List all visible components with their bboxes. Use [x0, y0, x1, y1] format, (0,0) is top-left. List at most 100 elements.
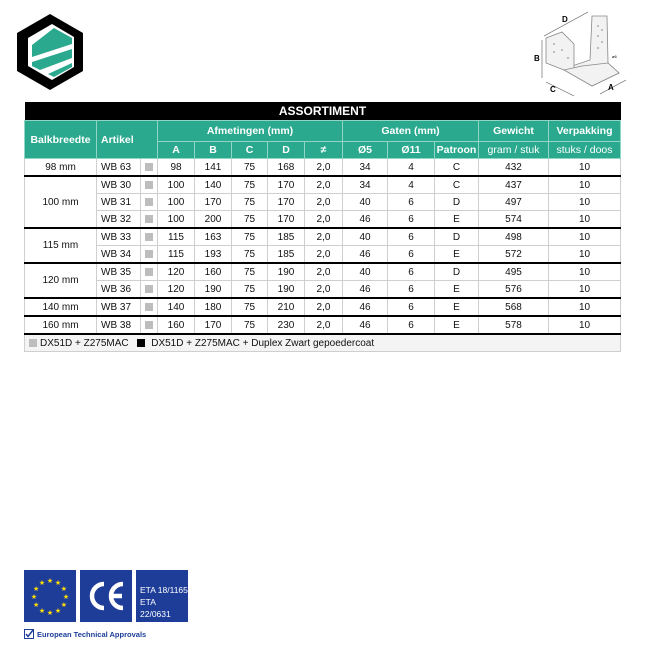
finish-swatch-cell	[140, 193, 158, 211]
b-cell: 170	[194, 193, 232, 211]
checkbox-check-icon	[24, 629, 34, 639]
o11-cell: 4	[387, 175, 435, 194]
a-cell: 100	[157, 193, 195, 211]
a-cell: 115	[157, 245, 195, 264]
verpakking-cell: 10	[548, 245, 621, 264]
finish-swatch-cell	[140, 175, 158, 194]
header-patroon: Patroon	[434, 141, 479, 159]
finish-swatch-cell	[140, 315, 158, 335]
a-cell: 140	[157, 297, 195, 317]
patroon-cell: E	[434, 280, 479, 299]
d-cell: 210	[267, 297, 305, 317]
thickness-cell: 2,0	[304, 175, 343, 194]
c-cell: 75	[231, 210, 268, 229]
eu-star-icon: ★	[39, 579, 45, 587]
gewicht-cell: 497	[478, 193, 549, 211]
table-row: 120 mm WB 35 120 160 75 190 2,0 40 6 D 495 10	[24, 262, 621, 299]
diagram-label-c: C	[550, 85, 556, 94]
eta-badge: ETA 18/1165 ETA 22/0631	[136, 570, 188, 622]
c-cell: 75	[231, 245, 268, 264]
b-cell: 170	[194, 315, 232, 335]
verpakking-cell: 10	[548, 227, 621, 246]
d-cell: 168	[267, 158, 305, 177]
gewicht-cell: 576	[478, 280, 549, 299]
b-cell: 193	[194, 245, 232, 264]
thickness-cell: 2,0	[304, 193, 343, 211]
o5-cell: 46	[342, 297, 388, 317]
balkbreedte-cell: 100 mm	[24, 175, 97, 229]
grey-swatch-icon	[145, 302, 153, 311]
d-cell: 170	[267, 193, 305, 211]
artikel-cell: WB 35	[96, 262, 141, 281]
finish-swatch-cell	[140, 158, 158, 177]
a-cell: 98	[157, 158, 195, 177]
o11-cell: 6	[387, 245, 435, 264]
b-cell: 160	[194, 262, 232, 281]
c-cell: 75	[231, 175, 268, 194]
diagram-label-thickness: ø6	[612, 54, 617, 59]
a-cell: 160	[157, 315, 195, 335]
grey-swatch-icon	[29, 338, 37, 347]
balkbreedte-cell: 98 mm	[24, 158, 97, 177]
o5-cell: 46	[342, 315, 388, 335]
a-cell: 120	[157, 262, 195, 281]
header-gewicht: Gewicht	[478, 120, 549, 142]
table-body: 98 mm WB 63 98 141 75 168 2,0 34 4 C 432 10 100 mm WB…	[24, 158, 621, 335]
grey-swatch-icon	[145, 249, 153, 258]
o11-cell: 6	[387, 227, 435, 246]
artikel-cell: WB 36	[96, 280, 141, 299]
table-row: 100 mm WB 30 100 140 75 170 2,0 34 4 C 437 10	[24, 175, 621, 229]
d-cell: 185	[267, 227, 305, 246]
b-cell: 190	[194, 280, 232, 299]
artikel-cell: WB 37	[96, 297, 141, 317]
grey-swatch-icon	[145, 197, 153, 206]
finish-swatch-cell	[140, 245, 158, 264]
gewicht-cell: 568	[478, 297, 549, 317]
verpakking-cell: 10	[548, 297, 621, 317]
material-legend: DX51D + Z275MAC DX51D + Z275MAC + Duplex…	[24, 333, 621, 352]
ce-mark-icon	[80, 570, 132, 622]
a-cell: 120	[157, 280, 195, 299]
grey-swatch-icon	[145, 232, 153, 241]
legend-black: DX51D + Z275MAC + Duplex Zwart gepoederc…	[151, 337, 375, 349]
thickness-cell: 2,0	[304, 227, 343, 246]
b-cell: 180	[194, 297, 232, 317]
c-cell: 75	[231, 315, 268, 335]
diagram-label-d: D	[562, 15, 568, 24]
eu-star-icon: ★	[55, 579, 61, 587]
table-row: 98 mm WB 63 98 141 75 168 2,0 34 4 C 432 10	[24, 158, 621, 177]
d-cell: 185	[267, 245, 305, 264]
finish-swatch-cell	[140, 280, 158, 299]
black-swatch-icon	[137, 338, 146, 347]
eu-star-icon: ★	[63, 593, 69, 601]
gewicht-cell: 572	[478, 245, 549, 264]
balkbreedte-cell: 140 mm	[24, 297, 97, 317]
approvals-label: European Technical Approvals	[24, 629, 146, 639]
b-cell: 200	[194, 210, 232, 229]
patroon-cell: D	[434, 193, 479, 211]
patroon-cell: D	[434, 227, 479, 246]
assortment-table: ASSORTIMENT Balkbreedte Artikel Afmeting…	[24, 102, 621, 352]
o5-cell: 46	[342, 280, 388, 299]
eta-1: ETA 18/1165	[140, 585, 188, 595]
verpakking-cell: 10	[548, 158, 621, 177]
diagram-label-b: B	[534, 54, 540, 63]
b-cell: 140	[194, 175, 232, 194]
artikel-cell: WB 31	[96, 193, 141, 211]
o5-cell: 34	[342, 158, 388, 177]
thickness-cell: 2,0	[304, 315, 343, 335]
o5-cell: 34	[342, 175, 388, 194]
eu-star-icon: ★	[47, 609, 53, 617]
grey-swatch-icon	[145, 214, 153, 223]
o5-cell: 40	[342, 227, 388, 246]
header-b: B	[194, 141, 232, 159]
verpakking-cell: 10	[548, 193, 621, 211]
header-artikel: Artikel	[96, 120, 158, 159]
finish-swatch-cell	[140, 227, 158, 246]
o11-cell: 6	[387, 315, 435, 335]
a-cell: 100	[157, 175, 195, 194]
header-gewicht-unit: gram / stuk	[478, 141, 549, 159]
eu-star-icon: ★	[39, 607, 45, 615]
d-cell: 190	[267, 280, 305, 299]
b-cell: 163	[194, 227, 232, 246]
